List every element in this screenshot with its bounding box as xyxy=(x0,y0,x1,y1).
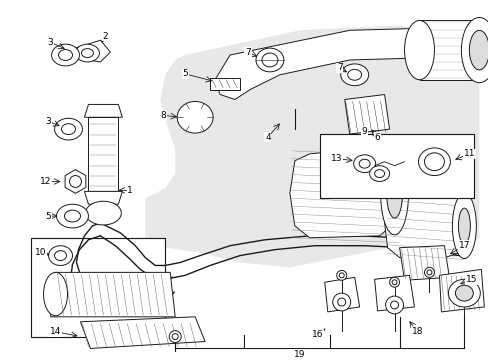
Circle shape xyxy=(336,270,346,280)
Polygon shape xyxy=(344,95,389,134)
Circle shape xyxy=(69,176,81,188)
Ellipse shape xyxy=(81,49,93,58)
Ellipse shape xyxy=(404,21,433,80)
Polygon shape xyxy=(84,104,122,117)
Ellipse shape xyxy=(51,44,80,66)
Polygon shape xyxy=(215,28,478,99)
Polygon shape xyxy=(324,277,359,312)
Text: 17: 17 xyxy=(458,241,469,250)
Ellipse shape xyxy=(457,208,469,244)
Circle shape xyxy=(332,293,350,311)
Text: 13: 13 xyxy=(330,154,342,163)
Polygon shape xyxy=(374,275,414,311)
Bar xyxy=(88,117,118,192)
Text: 5: 5 xyxy=(182,69,188,78)
Circle shape xyxy=(337,298,345,306)
Circle shape xyxy=(458,289,468,299)
Ellipse shape xyxy=(447,279,479,307)
Text: 19: 19 xyxy=(293,350,305,359)
Text: 4: 4 xyxy=(264,132,270,141)
Text: 14: 14 xyxy=(50,327,61,336)
Polygon shape xyxy=(81,317,204,348)
Ellipse shape xyxy=(255,48,284,72)
Polygon shape xyxy=(75,40,110,62)
Ellipse shape xyxy=(468,30,488,70)
Circle shape xyxy=(389,277,399,287)
Ellipse shape xyxy=(418,148,449,176)
Polygon shape xyxy=(439,269,483,312)
Text: 5: 5 xyxy=(45,212,51,221)
Text: 10: 10 xyxy=(35,248,46,257)
Circle shape xyxy=(391,280,396,285)
Polygon shape xyxy=(289,147,399,238)
Polygon shape xyxy=(50,273,175,317)
Ellipse shape xyxy=(55,118,82,140)
Text: 11: 11 xyxy=(463,149,474,158)
Ellipse shape xyxy=(55,251,66,261)
Text: 8: 8 xyxy=(160,111,166,120)
Text: 12: 12 xyxy=(40,177,51,186)
Ellipse shape xyxy=(59,50,72,60)
Polygon shape xyxy=(384,188,464,260)
Polygon shape xyxy=(65,170,86,193)
Text: 6: 6 xyxy=(374,132,380,141)
Text: 1: 1 xyxy=(127,186,133,195)
Text: 3: 3 xyxy=(45,117,51,126)
Circle shape xyxy=(339,273,344,278)
Bar xyxy=(244,332,328,348)
Circle shape xyxy=(385,296,403,314)
Ellipse shape xyxy=(454,285,472,301)
Ellipse shape xyxy=(359,159,369,168)
Polygon shape xyxy=(399,246,448,280)
Ellipse shape xyxy=(75,44,99,62)
Ellipse shape xyxy=(85,201,121,225)
Ellipse shape xyxy=(57,204,88,228)
Ellipse shape xyxy=(43,273,67,316)
Circle shape xyxy=(426,270,431,275)
Text: 15: 15 xyxy=(465,275,476,284)
Bar xyxy=(210,78,240,90)
Circle shape xyxy=(172,334,178,339)
Text: 9: 9 xyxy=(361,127,367,136)
Text: 3: 3 xyxy=(47,38,53,47)
Ellipse shape xyxy=(451,193,475,258)
Bar xyxy=(332,332,397,348)
Bar xyxy=(402,315,462,348)
Ellipse shape xyxy=(353,155,375,172)
Ellipse shape xyxy=(262,53,277,67)
Polygon shape xyxy=(419,21,478,80)
Text: 7: 7 xyxy=(336,63,342,72)
Text: 16: 16 xyxy=(311,330,323,339)
Ellipse shape xyxy=(461,18,488,83)
Text: 2: 2 xyxy=(102,32,108,41)
Ellipse shape xyxy=(340,64,368,86)
Ellipse shape xyxy=(61,124,75,135)
Ellipse shape xyxy=(177,102,213,133)
Ellipse shape xyxy=(374,170,384,177)
Bar xyxy=(319,134,473,198)
Ellipse shape xyxy=(386,168,402,218)
Polygon shape xyxy=(84,192,122,204)
Circle shape xyxy=(424,267,433,277)
Ellipse shape xyxy=(48,246,72,265)
Circle shape xyxy=(390,301,398,309)
Polygon shape xyxy=(145,26,478,267)
Circle shape xyxy=(169,330,181,342)
Ellipse shape xyxy=(369,166,389,181)
Ellipse shape xyxy=(347,69,361,80)
Ellipse shape xyxy=(380,152,407,235)
Ellipse shape xyxy=(64,210,81,222)
Ellipse shape xyxy=(424,153,444,171)
Bar xyxy=(31,238,165,337)
Text: 18: 18 xyxy=(411,327,423,336)
Text: 7: 7 xyxy=(244,48,250,57)
